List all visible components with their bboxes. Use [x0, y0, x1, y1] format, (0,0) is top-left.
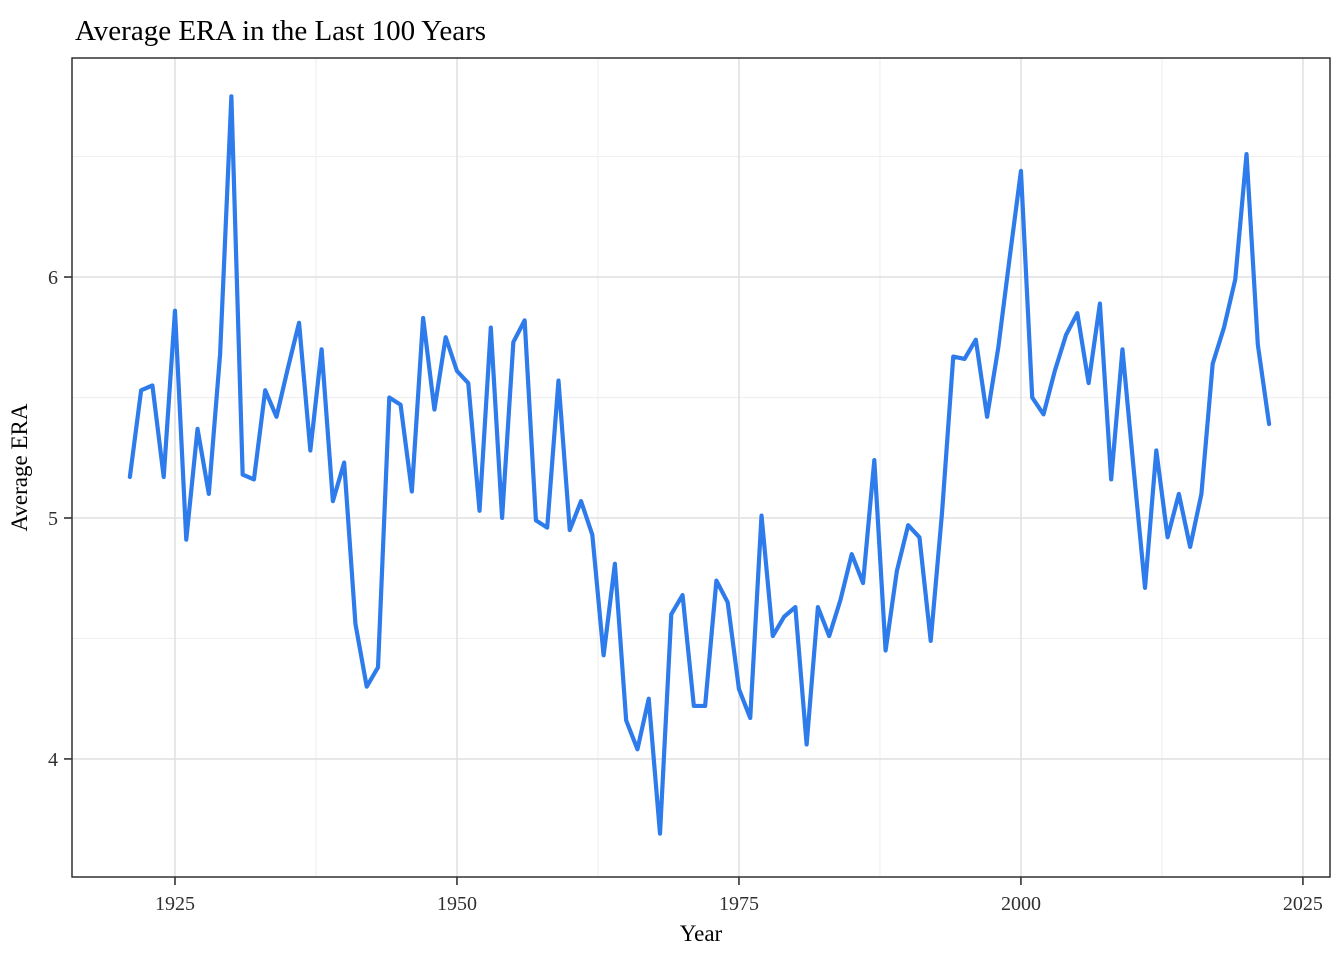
x-tick-label: 2000 — [1001, 893, 1041, 915]
panel-background — [72, 58, 1330, 877]
y-tick-label: 5 — [48, 508, 58, 530]
y-axis-title: Average ERA — [7, 403, 32, 531]
y-tick-label: 4 — [48, 749, 58, 771]
x-tick-label: 2025 — [1283, 893, 1323, 915]
x-axis-title: Year — [680, 921, 723, 946]
era-series-line — [127, 94, 1272, 836]
chart-title: Average ERA in the Last 100 Years — [75, 15, 486, 47]
x-tick-label: 1950 — [437, 893, 477, 915]
panel-border — [71, 57, 1331, 878]
gridlines-layer — [72, 58, 1330, 877]
y-tick-label: 6 — [48, 267, 58, 289]
panel-frame-layer — [71, 57, 1331, 878]
axis-ticks-layer: 1925 1950 1975 2000 2025 4 5 6 — [48, 267, 1323, 915]
x-tick-label: 1975 — [719, 893, 759, 915]
series-layer — [127, 94, 1272, 836]
x-tick-label: 1925 — [155, 893, 195, 915]
